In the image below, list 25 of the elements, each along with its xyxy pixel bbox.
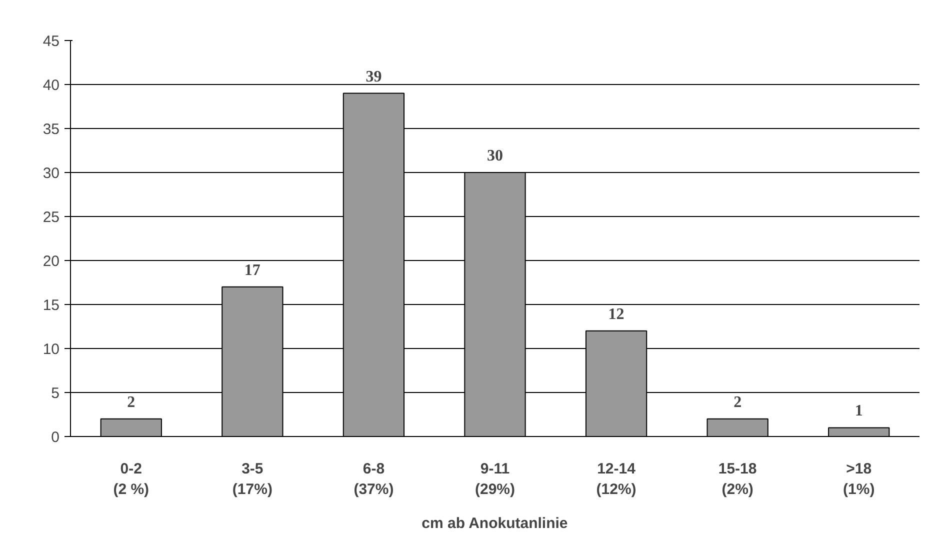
y-tick-label: 15 <box>42 297 60 314</box>
y-tick-label: 25 <box>42 209 60 226</box>
data-label: 17 <box>244 262 260 279</box>
y-tick-label: 35 <box>42 121 60 138</box>
x-tick-label: 9-11 (29%) <box>474 460 516 498</box>
x-tick-label: 6-8 (37%) <box>354 460 394 498</box>
y-tick-label: 10 <box>42 341 60 358</box>
data-label: 2 <box>734 394 742 411</box>
x-tick-label: 0-2 (2 %) <box>113 460 150 498</box>
x-tick-label: 12-14 (12%) <box>596 460 636 498</box>
x-axis-title: cm ab Anokutanlinie <box>422 514 568 532</box>
data-label: 1 <box>854 402 863 420</box>
y-tick-label: 45 <box>42 33 60 50</box>
y-tick-label: 30 <box>42 165 60 182</box>
y-tick-label: 40 <box>42 77 60 94</box>
y-tick-label: 0 <box>51 429 60 446</box>
data-label: 2 <box>127 394 136 411</box>
data-label: 30 <box>487 148 503 164</box>
x-tick-label: 15-18 (2%) <box>718 460 757 498</box>
y-tick-label: 20 <box>42 253 60 270</box>
data-label: 12 <box>608 306 624 323</box>
x-tick-label: >18 (1%) <box>843 460 875 498</box>
y-tick-label: 5 <box>51 385 60 402</box>
x-tick-label: 3-5 (17%) <box>232 460 272 498</box>
data-label: 39 <box>366 68 382 86</box>
